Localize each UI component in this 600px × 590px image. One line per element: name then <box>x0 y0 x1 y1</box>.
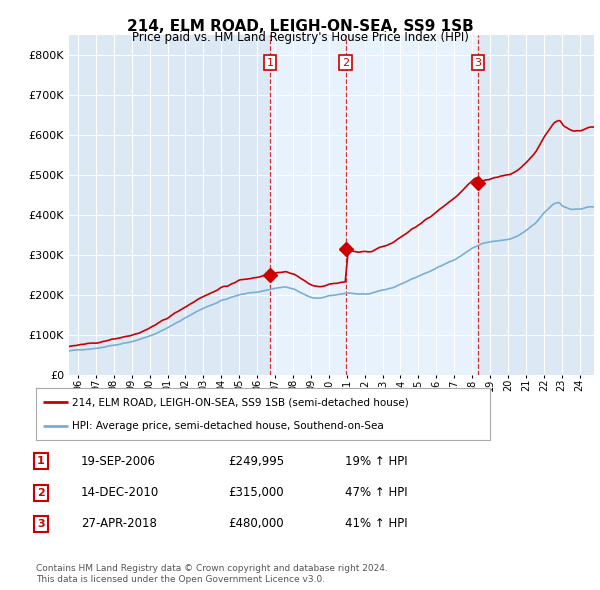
Text: 19% ↑ HPI: 19% ↑ HPI <box>345 455 407 468</box>
Bar <box>270 35 478 375</box>
Text: HPI: Average price, semi-detached house, Southend-on-Sea: HPI: Average price, semi-detached house,… <box>73 421 384 431</box>
Text: 41% ↑ HPI: 41% ↑ HPI <box>345 517 407 530</box>
Text: This data is licensed under the Open Government Licence v3.0.: This data is licensed under the Open Gov… <box>36 575 325 584</box>
Text: £480,000: £480,000 <box>228 517 284 530</box>
Text: Contains HM Land Registry data © Crown copyright and database right 2024.: Contains HM Land Registry data © Crown c… <box>36 565 388 573</box>
Text: £249,995: £249,995 <box>228 455 284 468</box>
Text: 3: 3 <box>475 58 481 67</box>
Text: £315,000: £315,000 <box>228 486 284 499</box>
Text: Price paid vs. HM Land Registry's House Price Index (HPI): Price paid vs. HM Land Registry's House … <box>131 31 469 44</box>
Text: 19-SEP-2006: 19-SEP-2006 <box>81 455 156 468</box>
Text: 1: 1 <box>266 58 274 67</box>
Text: 27-APR-2018: 27-APR-2018 <box>81 517 157 530</box>
Text: 1: 1 <box>37 457 44 466</box>
Text: 2: 2 <box>342 58 349 67</box>
Text: 214, ELM ROAD, LEIGH-ON-SEA, SS9 1SB: 214, ELM ROAD, LEIGH-ON-SEA, SS9 1SB <box>127 19 473 34</box>
Text: 214, ELM ROAD, LEIGH-ON-SEA, SS9 1SB (semi-detached house): 214, ELM ROAD, LEIGH-ON-SEA, SS9 1SB (se… <box>73 397 409 407</box>
Text: 14-DEC-2010: 14-DEC-2010 <box>81 486 159 499</box>
Text: 2: 2 <box>37 488 44 497</box>
Text: 47% ↑ HPI: 47% ↑ HPI <box>345 486 407 499</box>
Text: 3: 3 <box>37 519 44 529</box>
